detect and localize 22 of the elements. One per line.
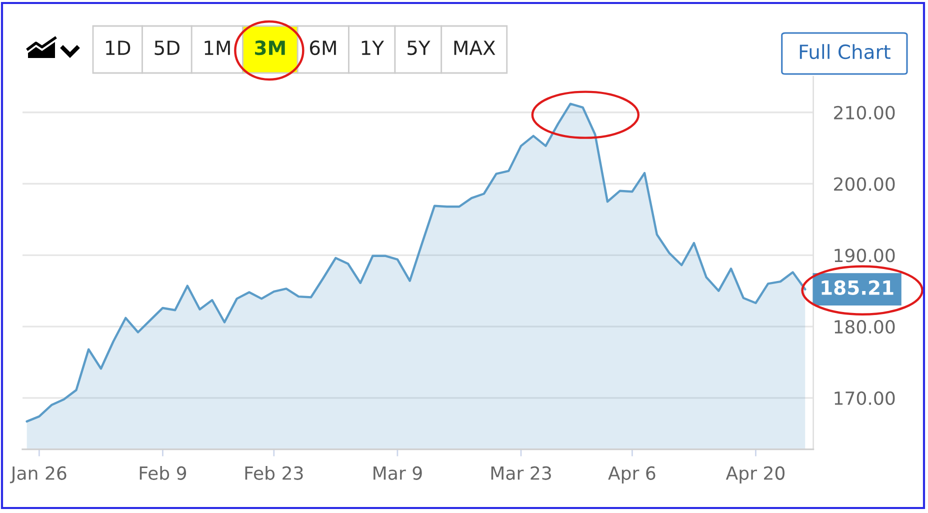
text: 1D <box>106 40 130 55</box>
text: 6M <box>310 40 336 56</box>
x-tick-label: Mar 23 <box>491 466 551 480</box>
text: 1Y <box>362 40 384 55</box>
text: 3M <box>255 40 285 56</box>
x-tick-label: Apr 20 <box>726 466 785 484</box>
x-tick-label: Apr 6 <box>608 466 656 484</box>
y-tick-label: 170.00 <box>834 391 895 406</box>
y-tick-label: 210.00 <box>834 106 895 120</box>
text: Full Chart <box>800 44 890 60</box>
y-tick-label: 180.00 <box>834 320 895 334</box>
y-tick-label: 200.00 <box>834 177 895 191</box>
x-tick-label: Feb 9 <box>140 466 186 480</box>
x-tick-label: Jan 26 <box>10 466 66 484</box>
x-tick-label: Mar 9 <box>374 466 422 480</box>
text: MAX <box>454 40 496 55</box>
y-tick-label: 190.00 <box>834 248 895 262</box>
text: 1M <box>204 40 230 55</box>
data-label: 185.21 <box>822 280 894 295</box>
text: 5Y <box>408 40 430 56</box>
x-tick-label: Feb 23 <box>245 466 303 480</box>
text: 5D <box>154 40 180 56</box>
